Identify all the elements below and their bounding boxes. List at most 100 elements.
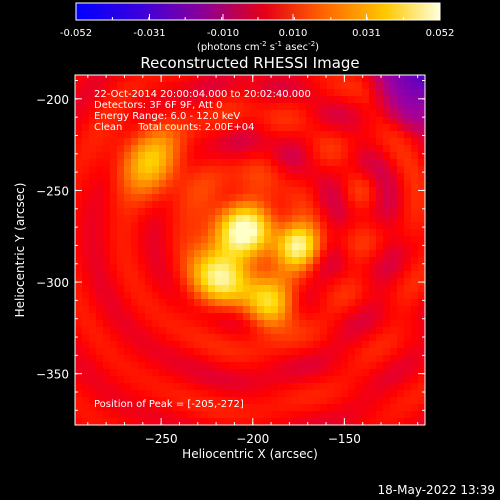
heatmap-cell (152, 124, 160, 132)
heatmap-cell (404, 243, 412, 251)
heatmap-cell (124, 187, 132, 195)
heatmap-cell (320, 299, 328, 307)
heatmap-cell (334, 376, 342, 384)
heatmap-cell (173, 334, 181, 342)
heatmap-cell (110, 320, 118, 328)
heatmap-cell (327, 299, 335, 307)
heatmap-cell (390, 208, 398, 216)
heatmap-cell (411, 334, 419, 342)
heatmap-cell (397, 124, 405, 132)
heatmap-cell (159, 159, 167, 167)
heatmap-cell (215, 173, 223, 181)
heatmap-cell (334, 334, 342, 342)
heatmap-cell (278, 243, 286, 251)
heatmap-cell (320, 131, 328, 139)
heatmap-cell (271, 82, 279, 90)
heatmap-cell (362, 194, 370, 202)
heatmap-cell (180, 271, 188, 279)
heatmap-cell (341, 208, 349, 216)
heatmap-cell (124, 138, 132, 146)
heatmap-cell (215, 215, 223, 223)
heatmap-cell (201, 152, 209, 160)
heatmap-cell (82, 320, 90, 328)
heatmap-cell (376, 271, 384, 279)
heatmap-cell (320, 180, 328, 188)
heatmap-cell (103, 145, 111, 153)
heatmap-cell (208, 299, 216, 307)
heatmap-cell (89, 173, 97, 181)
heatmap-cell (82, 250, 90, 258)
heatmap-cell (96, 285, 104, 293)
heatmap-cell (313, 411, 321, 419)
heatmap-cell (180, 404, 188, 412)
heatmap-cell (390, 313, 398, 321)
heatmap-cell (166, 418, 174, 426)
heatmap-cell (376, 103, 384, 111)
heatmap-cell (383, 201, 391, 209)
heatmap-cell (390, 173, 398, 181)
heatmap-cell (222, 376, 230, 384)
heatmap-cell (278, 110, 286, 118)
heatmap-cell (376, 117, 384, 125)
heatmap-cell (390, 257, 398, 265)
heatmap-cell (124, 411, 132, 419)
heatmap-cell (117, 180, 125, 188)
heatmap-cell (320, 313, 328, 321)
heatmap-cell (110, 376, 118, 384)
heatmap-cell (166, 264, 174, 272)
heatmap-cell (229, 89, 237, 97)
heatmap-cell (236, 201, 244, 209)
heatmap-cell (292, 117, 300, 125)
heatmap-cell (376, 334, 384, 342)
heatmap-cell (138, 180, 146, 188)
heatmap-cell (75, 89, 83, 97)
heatmap-cell (110, 215, 118, 223)
heatmap-cell (264, 75, 272, 83)
heatmap-cell (320, 194, 328, 202)
heatmap-cell (299, 327, 307, 335)
heatmap-cell (166, 257, 174, 265)
heatmap-cell (180, 243, 188, 251)
heatmap-cell (355, 180, 363, 188)
heatmap-cell (215, 341, 223, 349)
heatmap-cell (285, 257, 293, 265)
heatmap-cell (236, 327, 244, 335)
heatmap-cell (166, 306, 174, 314)
heatmap-cell (215, 348, 223, 356)
heatmap-cell (187, 341, 195, 349)
heatmap-cell (82, 159, 90, 167)
heatmap-cell (110, 348, 118, 356)
heatmap-cell (236, 159, 244, 167)
heatmap-cell (89, 390, 97, 398)
heatmap-cell (306, 299, 314, 307)
heatmap-cell (117, 124, 125, 132)
heatmap-cell (264, 376, 272, 384)
heatmap-cell (369, 334, 377, 342)
heatmap-cell (320, 152, 328, 160)
heatmap-cell (334, 369, 342, 377)
heatmap-cell (152, 397, 160, 405)
heatmap-cell (369, 306, 377, 314)
heatmap-cell (236, 257, 244, 265)
heatmap-cell (201, 96, 209, 104)
heatmap-cell (145, 75, 153, 83)
heatmap-cell (131, 138, 139, 146)
heatmap-cell (180, 131, 188, 139)
heatmap-cell (257, 103, 265, 111)
heatmap-cell (229, 131, 237, 139)
heatmap-cell (320, 327, 328, 335)
heatmap-cell (201, 75, 209, 83)
heatmap-cell (103, 264, 111, 272)
heatmap-cell (376, 215, 384, 223)
heatmap-cell (390, 306, 398, 314)
heatmap-cell (208, 201, 216, 209)
heatmap-cell (418, 299, 426, 307)
heatmap-cell (362, 159, 370, 167)
heatmap-cell (411, 250, 419, 258)
heatmap-cell (194, 250, 202, 258)
heatmap-cell (348, 306, 356, 314)
heatmap-cell (180, 355, 188, 363)
heatmap-cell (117, 215, 125, 223)
heatmap-cell (229, 264, 237, 272)
heatmap-cell (299, 404, 307, 412)
